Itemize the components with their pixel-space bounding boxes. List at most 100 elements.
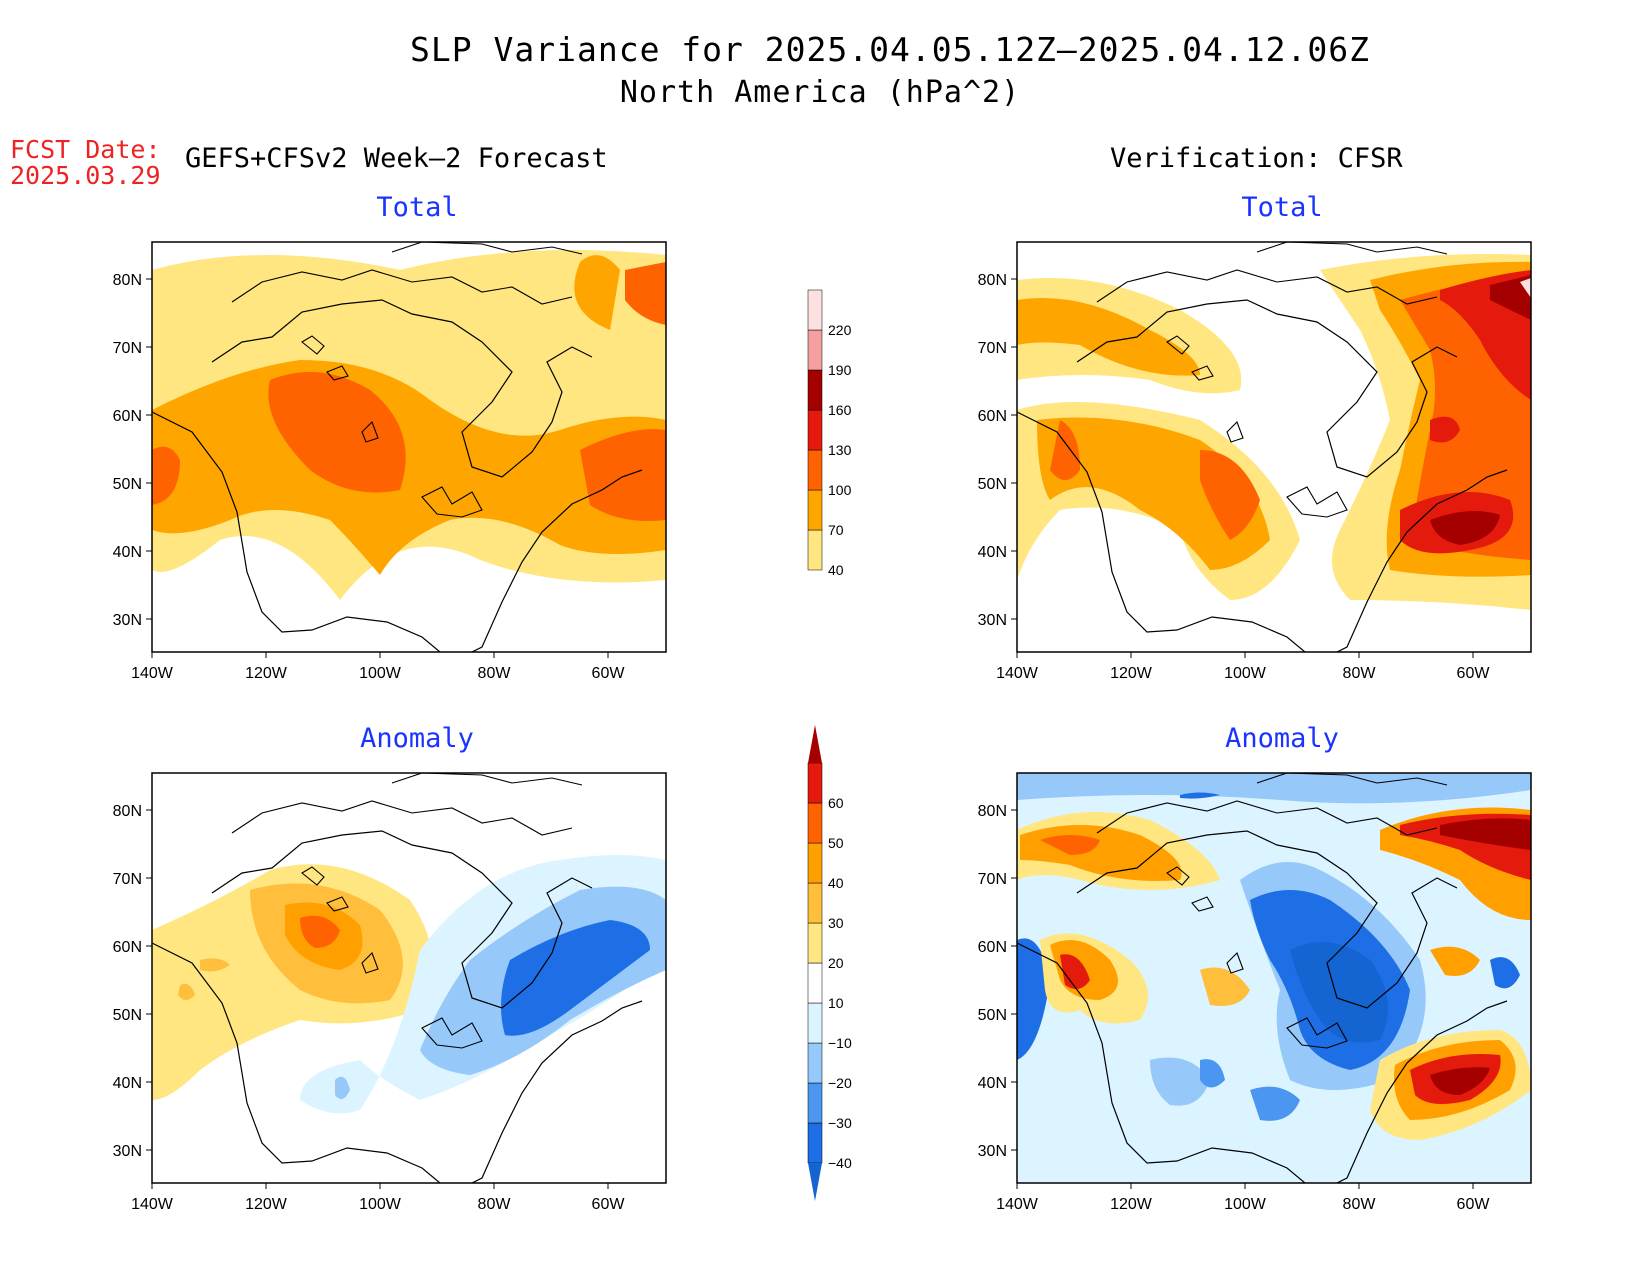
colorbar-label: 130: [828, 442, 852, 458]
panel-title-forecast-total: Total: [376, 192, 458, 223]
lat-label: 60N: [113, 939, 142, 956]
fcst-date-label: FCST Date:: [10, 135, 161, 164]
colorbar-swatch: [807, 529, 823, 571]
colorbar-swatch: [807, 369, 823, 411]
lon-label: 140W: [996, 665, 1039, 682]
map-forecast-total: [152, 242, 666, 652]
colorbar-low-arrow: [808, 1163, 822, 1201]
lat-label: 80N: [113, 803, 142, 820]
lat-label: 50N: [113, 476, 142, 493]
lat-label: 50N: [978, 1007, 1007, 1024]
colorbar-swatch: [807, 289, 823, 331]
lon-label: 80W: [1343, 665, 1377, 682]
forecast-column-title: GEFS+CFSv2 Week–2 Forecast: [185, 143, 608, 174]
axis-labels: 80N 70N 60N 50N 40N 30N 140W 120W 100W 80W 60W 80N 7…: [113, 272, 1491, 1213]
lat-label: 30N: [113, 612, 142, 629]
frame-forecast-total: [151, 241, 667, 653]
colorbar-swatch: [807, 329, 823, 371]
map-verification-total: [1017, 242, 1531, 652]
colorbar-swatch: [807, 922, 823, 964]
fcst-date-value: 2025.03.29: [10, 161, 161, 190]
lat-label: 70N: [113, 340, 142, 357]
colorbar-anomaly: −40 −30 −20 −10 10 20 30 40 50 60: [807, 725, 852, 1201]
colorbar-label: 100: [828, 482, 852, 498]
lat-label: 50N: [978, 476, 1007, 493]
lon-label: 120W: [1110, 665, 1153, 682]
lon-label: 60W: [592, 1196, 626, 1213]
lon-label: 60W: [1457, 1196, 1491, 1213]
frame-verification-anomaly: [1016, 772, 1532, 1184]
colorbar-swatch: [807, 449, 823, 491]
fcst-date-block: FCST Date: 2025.03.29: [10, 137, 161, 189]
colorbar-label: 220: [828, 322, 852, 338]
panel-title-verification-anomaly: Anomaly: [1225, 723, 1339, 754]
lat-label: 80N: [978, 272, 1007, 289]
lat-label: 40N: [113, 544, 142, 561]
colorbar-label: 70: [828, 522, 844, 538]
colorbar-high-arrow: [808, 725, 822, 763]
lon-label: 80W: [478, 1196, 512, 1213]
colorbar-swatch: [807, 842, 823, 884]
lon-label: 100W: [1224, 665, 1267, 682]
lat-label: 80N: [113, 272, 142, 289]
verification-column-title: Verification: CFSR: [1110, 143, 1403, 174]
panel-title-verification-total: Total: [1241, 192, 1323, 223]
frame-verification-total: [1016, 241, 1532, 653]
lat-label: 40N: [978, 1075, 1007, 1092]
colorbar-total: 40 70 100 130 160 190 220: [807, 289, 852, 578]
colorbar-swatch: [807, 489, 823, 531]
colorbar-swatch: [807, 1002, 823, 1044]
colorbar-swatch: [807, 409, 823, 451]
colorbar-swatch: [807, 1082, 823, 1124]
lat-label: 60N: [978, 408, 1007, 425]
lon-label: 60W: [1457, 665, 1491, 682]
colorbar-swatch: [807, 1122, 823, 1164]
colorbar-label: 60: [828, 795, 844, 811]
colorbar-swatch: [807, 882, 823, 924]
lon-label: 80W: [478, 665, 512, 682]
panel-title-forecast-anomaly: Anomaly: [360, 723, 474, 754]
lat-label: 60N: [978, 939, 1007, 956]
colorbar-label: −10: [828, 1035, 852, 1051]
colorbar-label: −20: [828, 1075, 852, 1091]
lon-label: 120W: [1110, 1196, 1153, 1213]
colorbar-swatch: [807, 1042, 823, 1084]
lon-label: 140W: [131, 665, 174, 682]
lat-label: 70N: [113, 871, 142, 888]
colorbar-label: 20: [828, 955, 844, 971]
colorbar-label: 30: [828, 915, 844, 931]
main-title: SLP Variance for 2025.04.05.12Z–2025.04.…: [410, 30, 1370, 69]
lat-label: 30N: [113, 1143, 142, 1160]
lat-label: 50N: [113, 1007, 142, 1024]
colorbar-label: −40: [828, 1155, 852, 1171]
map-verification-anomaly: [1017, 773, 1531, 1183]
lon-label: 140W: [131, 1196, 174, 1213]
lon-label: 60W: [592, 665, 626, 682]
colorbar-label: 10: [828, 995, 844, 1011]
lon-label: 140W: [996, 1196, 1039, 1213]
colorbar-label: −30: [828, 1115, 852, 1131]
colorbar-swatch: [807, 762, 823, 804]
lon-label: 100W: [359, 1196, 402, 1213]
colorbar-label: 50: [828, 835, 844, 851]
lon-label: 100W: [1224, 1196, 1267, 1213]
lon-label: 100W: [359, 665, 402, 682]
colorbar-swatch: [807, 962, 823, 1004]
colorbar-label: 190: [828, 362, 852, 378]
map-forecast-anomaly: [152, 773, 666, 1183]
colorbar-swatch: [807, 802, 823, 844]
lon-label: 80W: [1343, 1196, 1377, 1213]
lat-label: 30N: [978, 612, 1007, 629]
lat-label: 60N: [113, 408, 142, 425]
main-subtitle: North America (hPa^2): [619, 75, 1021, 110]
lon-label: 120W: [245, 1196, 288, 1213]
lat-label: 40N: [113, 1075, 142, 1092]
lat-label: 70N: [978, 340, 1007, 357]
colorbar-label: 40: [828, 562, 844, 578]
colorbar-label: 40: [828, 875, 844, 891]
lat-label: 40N: [978, 544, 1007, 561]
lat-label: 30N: [978, 1143, 1007, 1160]
frame-forecast-anomaly: [151, 772, 667, 1184]
lon-label: 120W: [245, 665, 288, 682]
